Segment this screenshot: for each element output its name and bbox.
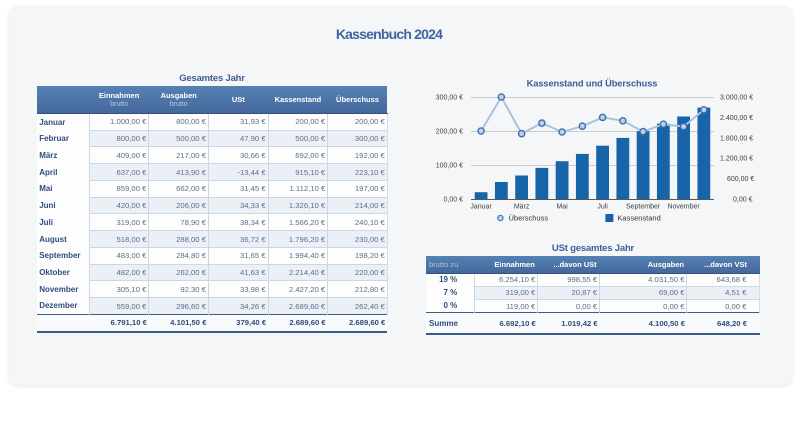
svg-text:Kassenstand: Kassenstand xyxy=(617,214,660,223)
svg-text:0,00 €: 0,00 € xyxy=(733,197,753,204)
svg-text:März: März xyxy=(514,204,530,211)
svg-text:1.200,00 €: 1.200,00 € xyxy=(720,156,753,163)
svg-text:300,00 €: 300,00 € xyxy=(436,95,463,102)
svg-text:600,00 €: 600,00 € xyxy=(727,176,754,183)
svg-text:1.800,00 €: 1.800,00 € xyxy=(720,135,753,142)
svg-text:November: November xyxy=(667,204,700,211)
svg-text:September: September xyxy=(626,204,661,211)
svg-text:Kassenstand und Überschuss: Kassenstand und Überschuss xyxy=(527,79,658,89)
svg-text:0,00 €: 0,00 € xyxy=(444,197,464,204)
svg-text:Überschuss: Überschuss xyxy=(509,214,549,223)
svg-text:Mai: Mai xyxy=(556,204,568,211)
svg-text:Juli: Juli xyxy=(597,204,608,211)
svg-text:100,00 €: 100,00 € xyxy=(436,163,463,170)
svg-text:Januar: Januar xyxy=(470,204,492,211)
svg-text:3.000,00 €: 3.000,00 € xyxy=(720,95,753,102)
svg-text:2.400,00 €: 2.400,00 € xyxy=(720,115,753,122)
svg-text:200,00 €: 200,00 € xyxy=(436,129,463,136)
